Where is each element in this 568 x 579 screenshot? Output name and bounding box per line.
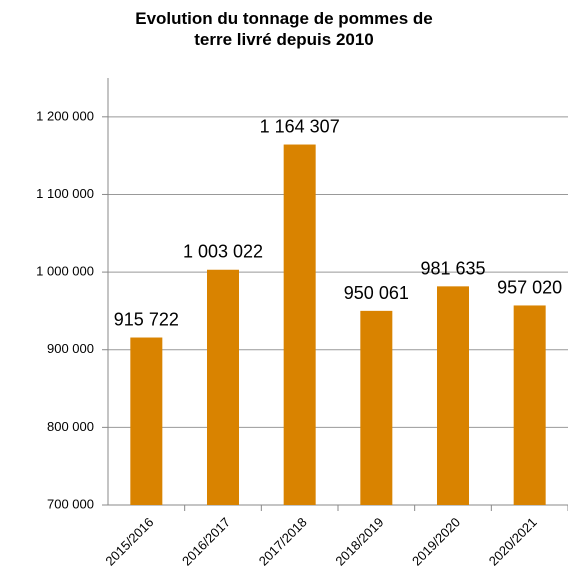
x-tick-label: 2017/2018 [256, 515, 310, 569]
y-tick-label: 1 200 000 [36, 108, 94, 123]
x-tick-label: 2015/2016 [102, 515, 156, 569]
value-label: 1 003 022 [183, 242, 263, 262]
bar [283, 144, 316, 505]
value-label: 957 020 [497, 277, 562, 297]
bar [360, 310, 393, 505]
x-tick-label: 2019/2020 [409, 515, 463, 569]
x-tick-label: 2020/2021 [486, 515, 540, 569]
bar [437, 286, 469, 505]
y-tick-label: 800 000 [47, 419, 94, 434]
value-label: 950 061 [344, 283, 409, 303]
bar [513, 305, 546, 505]
x-tick-label: 2016/2017 [179, 515, 233, 569]
y-tick-label: 700 000 [47, 496, 94, 511]
value-label: 1 164 307 [260, 117, 340, 137]
value-label: 981 635 [420, 258, 485, 278]
bar [130, 337, 163, 505]
bar [207, 269, 239, 505]
chart-title: Evolution du tonnage de pommes de terre … [135, 9, 433, 49]
x-tick-label: 2018/2019 [332, 515, 386, 569]
y-tick-label: 1 000 000 [36, 264, 94, 279]
y-tick-label: 1 100 000 [36, 186, 94, 201]
y-tick-label: 900 000 [47, 341, 94, 356]
value-label: 915 722 [114, 310, 179, 330]
